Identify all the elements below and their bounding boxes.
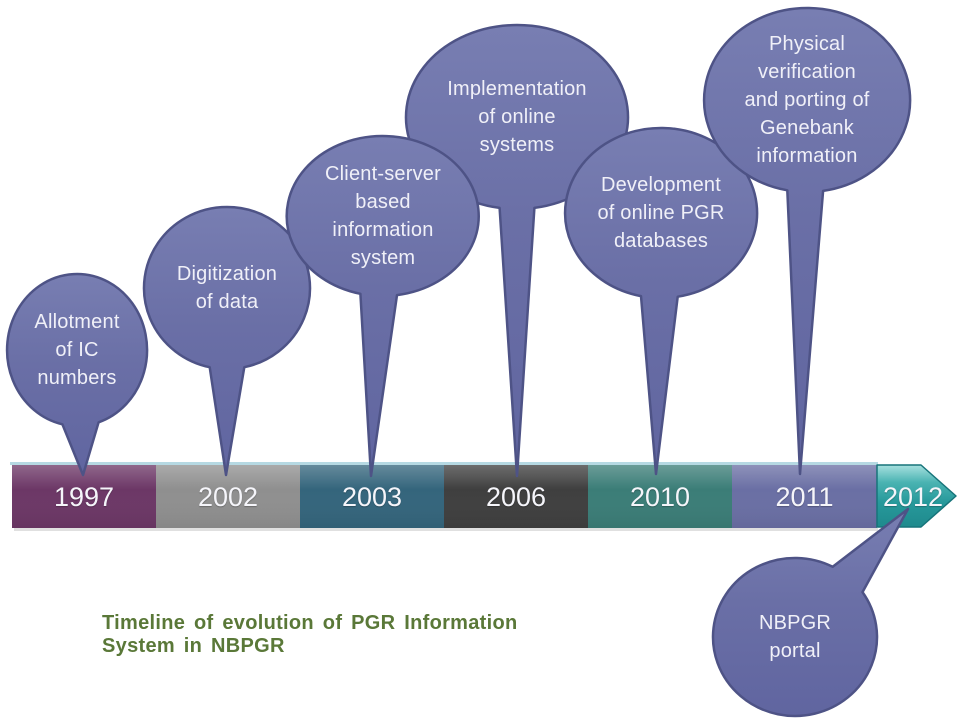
balloon-shape-2003	[285, 134, 480, 478]
balloon-shape-2011	[702, 6, 912, 476]
timeline-arrow-2012	[876, 464, 957, 528]
balloon-shape-2012	[711, 507, 910, 718]
balloon-shape-2002	[142, 205, 312, 477]
callout-balloons	[5, 6, 912, 718]
timeline-bar-highlight	[10, 462, 878, 465]
balloon-shape-2010	[563, 126, 759, 476]
timeline-bar	[10, 462, 957, 531]
timeline-bar-sheen	[12, 464, 877, 528]
timeline-bar-shadow	[14, 528, 878, 531]
balloon-shape-1997	[5, 272, 149, 477]
